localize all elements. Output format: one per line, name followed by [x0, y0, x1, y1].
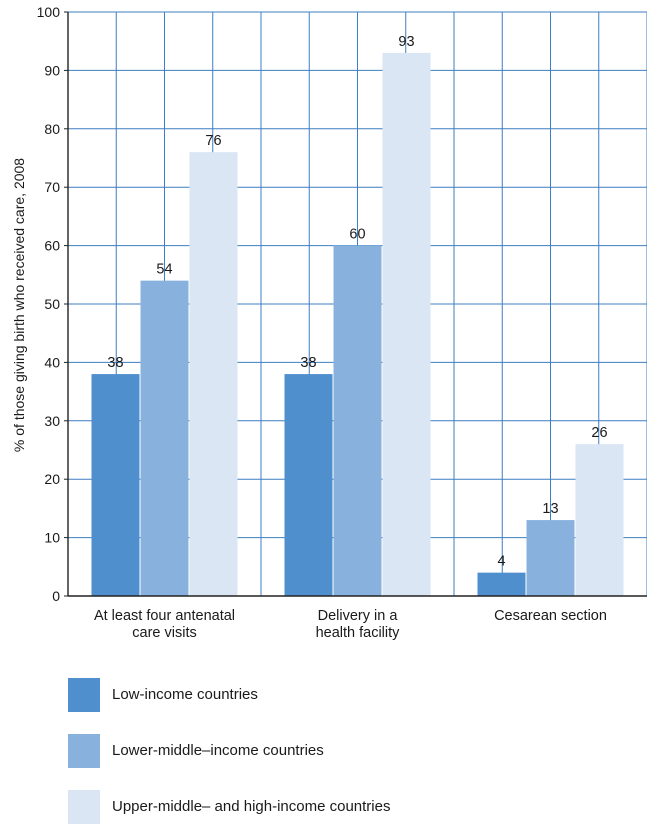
bars	[91, 52, 624, 596]
y-tick-label: 100	[37, 4, 61, 20]
bar	[575, 444, 624, 596]
category-label: Delivery in a	[318, 608, 399, 624]
axes	[64, 11, 647, 597]
data-label: 54	[156, 262, 172, 278]
y-tick-label: 50	[44, 296, 60, 312]
y-tick-label: 40	[44, 354, 60, 370]
data-label: 4	[497, 554, 505, 570]
legend-swatch	[68, 678, 100, 712]
bar	[189, 152, 238, 596]
bar	[284, 374, 333, 596]
y-tick-label: 10	[44, 530, 60, 546]
data-label: 13	[542, 501, 558, 517]
data-label: 38	[300, 355, 316, 371]
category-label: health facility	[316, 625, 401, 641]
y-tick-label: 60	[44, 238, 60, 254]
legend-label: Lower-middle–income countries	[112, 742, 324, 759]
bar	[91, 374, 140, 596]
category-label: Cesarean section	[494, 608, 607, 624]
y-axis-label: % of those giving birth who received car…	[11, 158, 27, 452]
y-tick-labels: 0 10 20 30 40 50 60 70 80 90 100	[37, 4, 61, 604]
legend-swatch	[68, 734, 100, 768]
y-tick-label: 80	[44, 121, 60, 137]
data-label: 38	[107, 355, 123, 371]
y-tick-label: 30	[44, 413, 60, 429]
data-label: 26	[591, 425, 607, 441]
data-labels: 38 54 76 38 60 93 4 13 26	[107, 34, 607, 570]
legend-label: Low-income countries	[112, 686, 258, 703]
legend-swatch	[68, 790, 100, 824]
bar	[140, 280, 189, 596]
category-label: care visits	[132, 625, 196, 641]
data-label: 93	[398, 34, 414, 50]
bar	[382, 52, 431, 596]
bar	[526, 520, 575, 596]
data-label: 60	[349, 227, 365, 243]
y-tick-label: 90	[44, 62, 60, 78]
bar-chart: 38 54 76 38 60 93 4 13 26 0 10 20 30 40 50 60 70 80 90 100…	[11, 4, 647, 641]
legend-label: Upper-middle– and high-income countries	[112, 798, 391, 815]
bar	[477, 572, 526, 596]
y-tick-label: 20	[44, 471, 60, 487]
bar	[333, 245, 382, 596]
y-tick-label: 0	[52, 588, 60, 604]
data-label: 76	[205, 133, 221, 149]
y-tick-label: 70	[44, 179, 60, 195]
category-label: At least four antenatal	[94, 608, 235, 624]
